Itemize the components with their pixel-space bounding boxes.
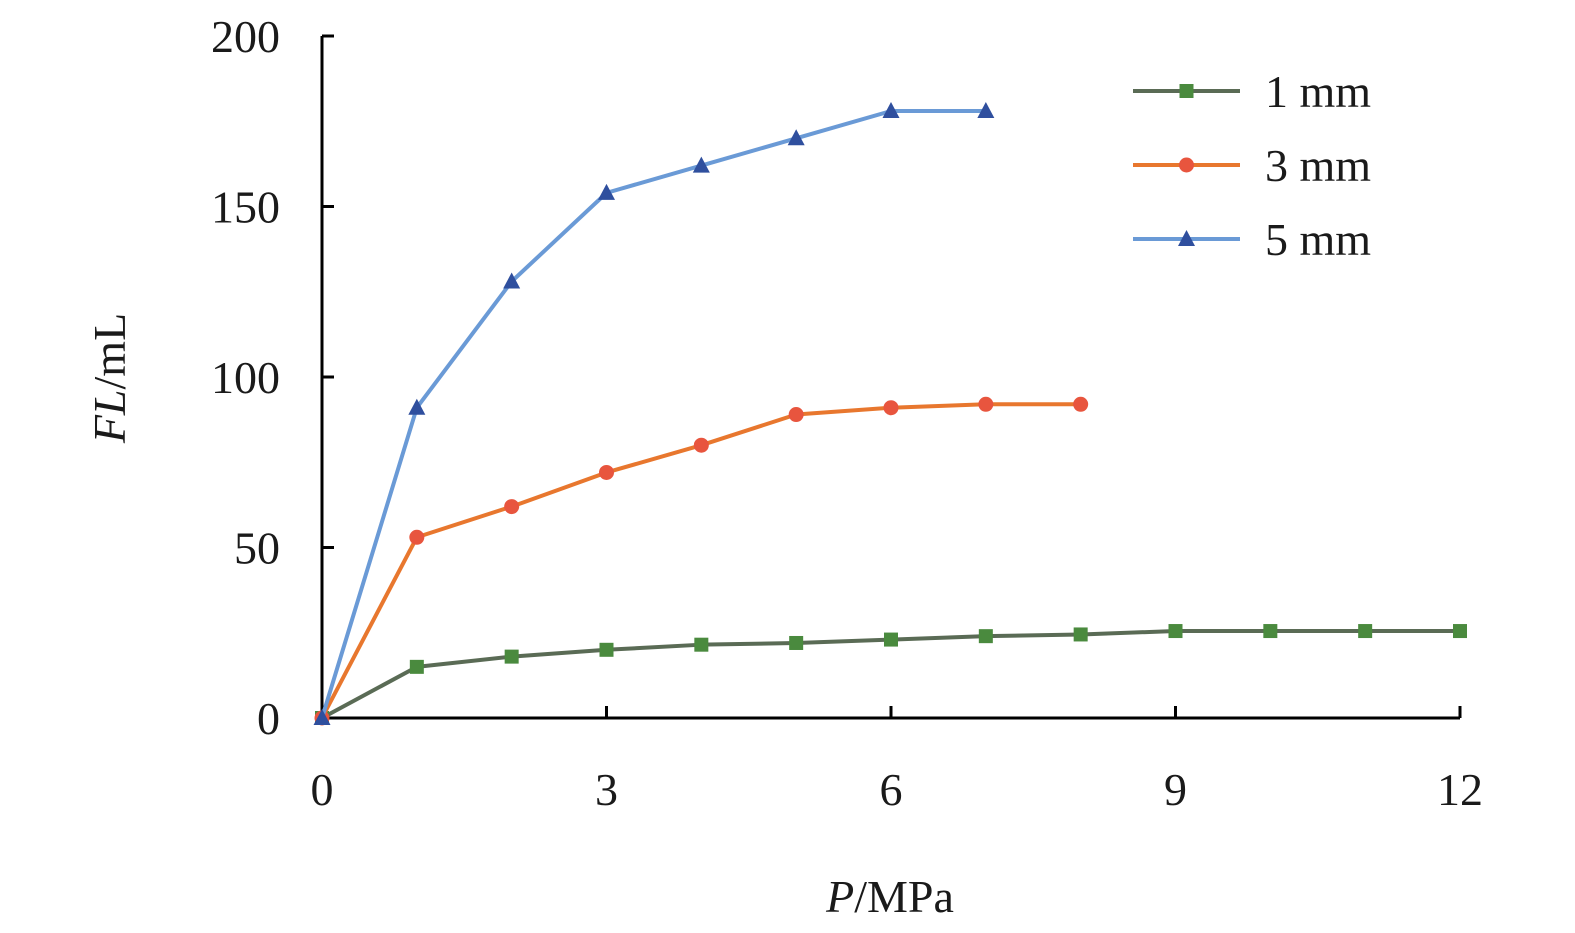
legend-marker — [1178, 230, 1195, 246]
y-ticks: 0 50 100 150 200 — [211, 11, 334, 744]
data-point-1-mm — [1453, 624, 1467, 639]
data-point-3-mm — [978, 396, 994, 412]
data-point-1-mm — [978, 629, 993, 644]
y-tick-label: 0 — [257, 693, 280, 744]
data-point-5-mm — [787, 129, 805, 146]
x-axis-title-unit: /MPa — [854, 871, 954, 922]
legend-item-1-mm: 1 mm — [1133, 66, 1371, 117]
data-point-5-mm — [503, 272, 521, 289]
x-tick-label: 12 — [1437, 764, 1483, 815]
y-tick-label: 50 — [234, 523, 280, 574]
legend-label: 5 mm — [1265, 214, 1371, 265]
data-point-1-mm — [884, 632, 898, 647]
series-5-mm — [313, 102, 995, 725]
data-point-1-mm — [1358, 624, 1373, 639]
y-axis-title: FL/mL — [84, 313, 135, 444]
y-tick-label: 200 — [211, 11, 280, 62]
x-axis-title-var: P — [825, 871, 854, 922]
y-tick-label: 100 — [211, 352, 280, 403]
data-point-1-mm — [1073, 627, 1088, 642]
series-line-5-mm — [320, 109, 988, 720]
legend-marker — [1179, 157, 1194, 173]
data-point-3-mm — [409, 529, 425, 545]
data-point-5-mm — [408, 398, 426, 415]
x-tick-label: 6 — [880, 764, 903, 815]
data-point-3-mm — [504, 499, 520, 515]
legend-label: 3 mm — [1265, 140, 1371, 191]
legend: 1 mm 3 mm 5 mm — [1133, 66, 1371, 265]
data-point-1-mm — [599, 642, 614, 657]
data-point-5-mm — [598, 183, 615, 200]
series-3-mm — [314, 396, 1089, 726]
data-point-5-mm — [313, 709, 331, 725]
data-point-3-mm — [693, 437, 709, 453]
x-tick-label: 3 — [595, 764, 618, 815]
series-layer — [313, 102, 1467, 726]
x-tick-label: 9 — [1164, 764, 1187, 815]
x-axis-title: P/MPa — [825, 871, 954, 922]
data-point-5-mm — [692, 156, 710, 173]
data-point-1-mm — [694, 637, 709, 652]
data-point-1-mm — [409, 659, 424, 674]
axes: 0 50 100 150 200 0 3 6 9 12 — [211, 11, 1483, 815]
y-axis-title-unit: /mL — [84, 313, 135, 390]
legend-marker — [1179, 84, 1194, 98]
data-point-1-mm — [1263, 624, 1278, 639]
data-point-1-mm — [789, 635, 804, 650]
data-point-1-mm — [504, 649, 519, 664]
data-point-5-mm — [977, 102, 995, 119]
legend-item-3-mm: 3 mm — [1133, 140, 1371, 191]
data-point-3-mm — [883, 400, 899, 416]
data-point-5-mm — [882, 102, 900, 119]
data-point-3-mm — [788, 407, 804, 423]
y-tick-label: 150 — [211, 182, 280, 233]
legend-label: 1 mm — [1265, 66, 1371, 117]
data-point-1-mm — [1168, 624, 1183, 639]
x-ticks: 0 3 6 9 12 — [311, 706, 1483, 815]
x-tick-label: 0 — [311, 764, 334, 815]
y-axis-title-var: FL — [84, 389, 135, 444]
data-point-3-mm — [1073, 396, 1089, 412]
legend-item-5-mm: 5 mm — [1133, 214, 1371, 265]
data-point-3-mm — [599, 464, 614, 480]
